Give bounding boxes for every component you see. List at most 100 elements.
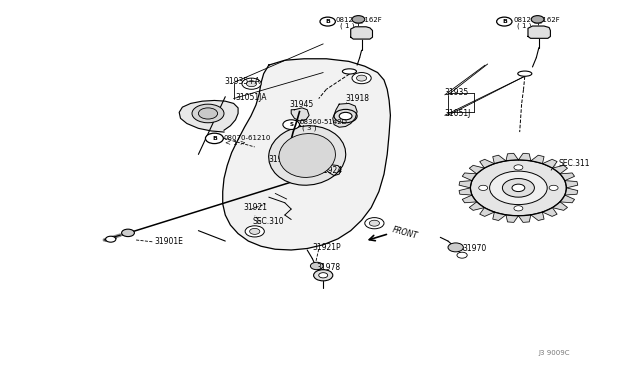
Circle shape [246, 81, 257, 87]
Polygon shape [469, 166, 484, 174]
Text: SEC.310: SEC.310 [253, 217, 284, 226]
Circle shape [365, 218, 384, 229]
Text: B: B [325, 19, 330, 24]
Polygon shape [480, 208, 495, 217]
Text: S: S [289, 122, 293, 127]
Polygon shape [564, 188, 578, 195]
Polygon shape [560, 195, 575, 203]
Circle shape [106, 236, 116, 242]
Polygon shape [552, 166, 568, 174]
Circle shape [352, 16, 365, 23]
Polygon shape [333, 103, 357, 127]
Polygon shape [528, 26, 550, 38]
Circle shape [198, 108, 218, 119]
Text: < 1 >: < 1 > [225, 140, 246, 146]
Circle shape [490, 171, 547, 205]
Polygon shape [469, 202, 484, 210]
Circle shape [356, 75, 367, 81]
Text: ( 3 ): ( 3 ) [302, 124, 317, 131]
Circle shape [205, 133, 223, 144]
Polygon shape [552, 202, 568, 210]
Polygon shape [480, 159, 494, 168]
Ellipse shape [269, 126, 346, 185]
Polygon shape [560, 173, 575, 181]
Text: 08120-6162F: 08120-6162F [336, 17, 383, 23]
Text: 31051JA: 31051JA [236, 93, 267, 102]
Circle shape [339, 112, 352, 120]
Circle shape [317, 130, 325, 134]
Polygon shape [506, 215, 518, 222]
Circle shape [319, 273, 328, 278]
Text: S: S [305, 128, 309, 134]
Polygon shape [518, 153, 531, 161]
Circle shape [283, 120, 300, 129]
Circle shape [242, 78, 261, 89]
Text: J3 9009C: J3 9009C [539, 350, 570, 356]
Polygon shape [543, 159, 557, 168]
Text: 31924: 31924 [319, 166, 343, 175]
Circle shape [479, 185, 488, 190]
Text: 31921P: 31921P [312, 243, 341, 252]
Circle shape [531, 16, 544, 23]
Polygon shape [325, 165, 341, 176]
Circle shape [457, 252, 467, 258]
Polygon shape [518, 215, 531, 222]
Circle shape [514, 206, 523, 211]
Text: 31901E: 31901E [155, 237, 184, 246]
Circle shape [549, 185, 558, 190]
Circle shape [306, 161, 321, 170]
Polygon shape [564, 181, 578, 188]
Text: 31945: 31945 [289, 100, 314, 109]
Circle shape [352, 73, 371, 84]
Text: B: B [502, 19, 507, 24]
Text: B: B [212, 136, 217, 141]
Circle shape [448, 243, 463, 252]
Polygon shape [223, 59, 390, 250]
Polygon shape [459, 188, 472, 195]
Ellipse shape [342, 69, 356, 74]
Circle shape [497, 17, 512, 26]
Polygon shape [506, 153, 518, 161]
Ellipse shape [518, 71, 532, 76]
Circle shape [334, 109, 357, 123]
Polygon shape [462, 195, 477, 203]
Circle shape [514, 165, 523, 170]
Circle shape [300, 126, 315, 135]
Polygon shape [291, 108, 309, 121]
Polygon shape [179, 100, 238, 132]
Text: 31970: 31970 [462, 244, 486, 253]
Text: 31935+A: 31935+A [224, 77, 260, 86]
Polygon shape [531, 212, 544, 221]
Polygon shape [493, 212, 506, 221]
Text: 08120-6162F: 08120-6162F [513, 17, 560, 23]
Text: SEC.311: SEC.311 [558, 159, 589, 168]
Circle shape [192, 104, 224, 123]
Text: ( 1 ): ( 1 ) [340, 23, 355, 29]
Circle shape [512, 184, 525, 192]
Circle shape [310, 163, 317, 168]
Circle shape [502, 179, 534, 197]
Polygon shape [543, 208, 557, 217]
Polygon shape [493, 155, 506, 164]
Text: 31978: 31978 [317, 263, 341, 272]
Ellipse shape [279, 134, 335, 177]
Polygon shape [462, 173, 477, 181]
Text: 31935: 31935 [445, 88, 469, 97]
Circle shape [250, 228, 260, 234]
Polygon shape [470, 160, 566, 216]
Text: 31051J: 31051J [445, 109, 471, 118]
Polygon shape [459, 181, 472, 188]
Circle shape [321, 168, 332, 174]
Circle shape [310, 262, 323, 270]
Polygon shape [531, 155, 544, 164]
Text: ( 1 ): ( 1 ) [517, 23, 532, 29]
Text: FRONT: FRONT [392, 225, 419, 240]
Text: 31921: 31921 [243, 203, 268, 212]
Circle shape [320, 17, 335, 26]
Text: 08360-5142D: 08360-5142D [300, 119, 348, 125]
Text: 31921P: 31921P [269, 155, 298, 164]
Circle shape [369, 220, 380, 226]
Text: 08070-61210: 08070-61210 [224, 135, 271, 141]
Circle shape [122, 229, 134, 237]
Circle shape [314, 270, 333, 281]
